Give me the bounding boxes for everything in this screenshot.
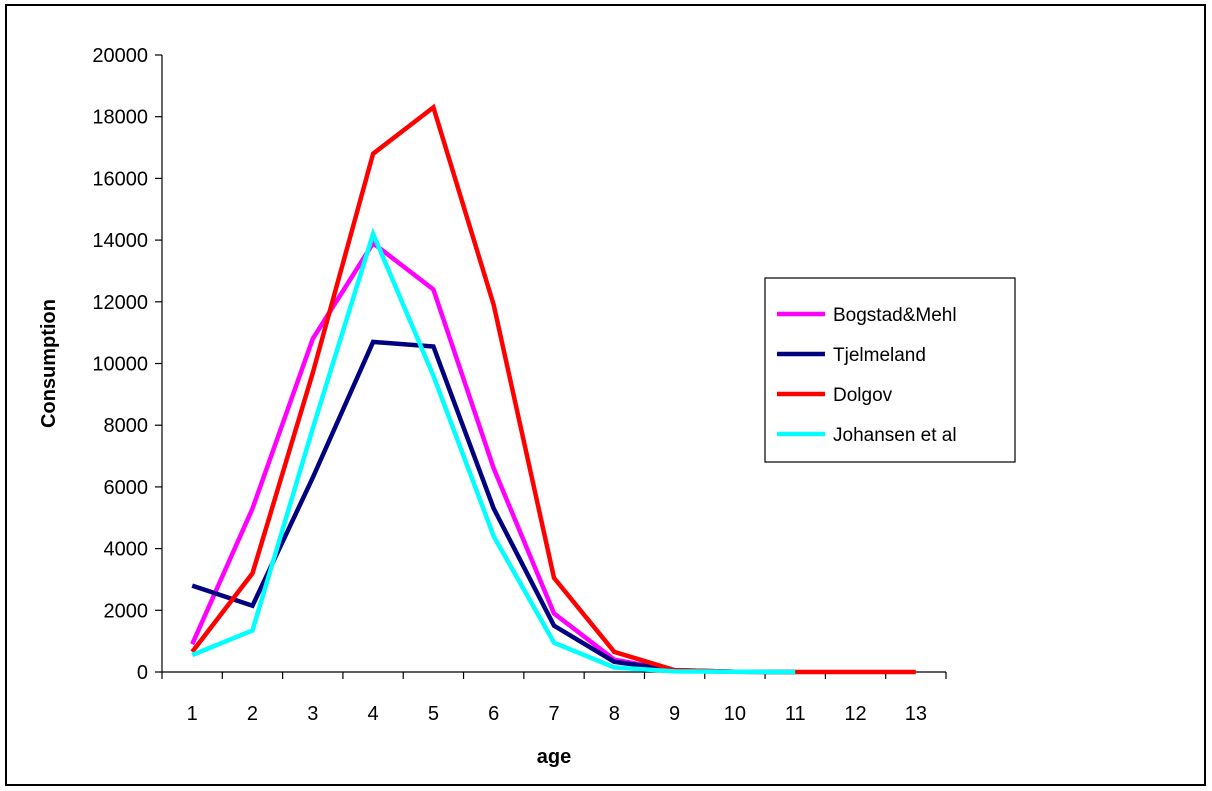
x-tick-label: 10 (724, 703, 746, 725)
y-tick-label: 10000 (92, 354, 148, 376)
x-tick-label: 12 (844, 703, 866, 725)
axes: 0 2000 4000 6000 8000 10000 12000 14000 16000 180… (92, 45, 947, 725)
legend-label: Dolgov (833, 385, 893, 406)
series-layer (190, 103, 916, 675)
series-line-johansen-et-al (191, 227, 796, 675)
x-tick-label: 11 (785, 703, 806, 725)
x-tick-label: 13 (905, 703, 927, 725)
y-tick-label: 8000 (104, 415, 149, 437)
y-tick-label: 16000 (92, 168, 148, 190)
legend-label: Johansen et al (833, 425, 957, 446)
x-tick-label: 6 (488, 703, 499, 725)
y-tick-label: 4000 (104, 539, 149, 561)
legend-label: Tjelmeland (833, 345, 926, 366)
y-tick-label: 20000 (92, 45, 148, 67)
y-tick-label: 6000 (104, 477, 149, 499)
x-tick-label: 3 (307, 703, 318, 725)
series-line-tjelmeland (191, 339, 796, 675)
y-tick-label: 14000 (92, 230, 148, 252)
y-axis-title: Consumption (38, 299, 60, 428)
x-tick-label: 4 (368, 703, 379, 725)
legend-label: Bogstad&Mehl (833, 305, 957, 326)
legend-box (764, 277, 1016, 463)
x-tick-label: 8 (609, 703, 620, 725)
y-tick-label: 12000 (92, 292, 148, 314)
x-axis-title: age (537, 746, 571, 768)
x-tick-label: 1 (187, 703, 198, 725)
y-tick-label: 2000 (104, 600, 149, 622)
y-tick-label: 0 (137, 662, 148, 684)
x-tick-label: 2 (247, 703, 258, 725)
x-tick-label: 9 (669, 703, 680, 725)
x-tick-label: 5 (428, 703, 439, 725)
x-tick-label: 7 (548, 703, 559, 725)
legend: Bogstad&Mehl Tjelmeland Dolgov Johansen et … (764, 277, 1016, 463)
y-tick-label: 18000 (92, 107, 148, 129)
